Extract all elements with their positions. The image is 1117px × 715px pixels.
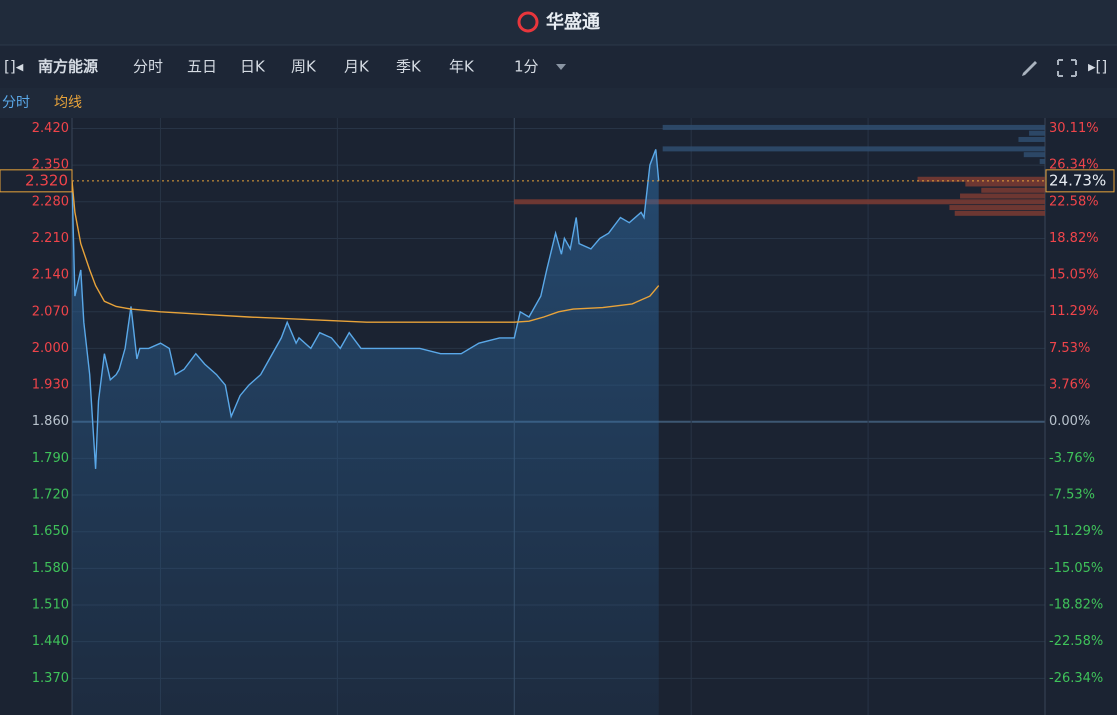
series-line [71,149,660,469]
logo-icon [517,11,539,33]
y-tick-label: 2.000 [32,341,69,356]
price-area [72,149,659,715]
collapse-right[interactable]: ▸[] [1088,58,1107,76]
volume-bar [917,176,1045,182]
dropdown-arrow [556,64,566,70]
volume-bar [949,205,1045,211]
tab[interactable]: 五日 [187,58,217,76]
stock-name[interactable]: 南方能源 [38,58,98,76]
y-tick-label: 1.860 [32,414,69,429]
tab[interactable]: 周K [291,58,317,76]
y-tick-label: 1.720 [32,488,69,503]
logo-title: 华盛通 [546,11,600,33]
y-tick-label: 1.440 [32,634,69,649]
last-change-box [1045,169,1115,193]
volume-bar [1018,136,1045,142]
y2-tick-label: -15.05% [1049,561,1103,576]
volume-bar [954,210,1045,216]
y-tick-label: 1.580 [32,561,69,576]
y-tick-label: 2.350 [32,158,69,173]
y2-tick-label: -18.82% [1049,598,1103,613]
y-tick-label: 2.420 [32,121,69,136]
volume-bar [662,124,1045,130]
draw-icon[interactable] [1022,61,1037,76]
tab[interactable]: 年K [449,58,475,76]
fullscreen-icon[interactable] [1057,59,1077,77]
y2-tick-label: -11.29% [1049,524,1103,539]
y2-tick-label: -7.53% [1049,488,1095,503]
last-price-label: 2.320 [25,171,68,189]
y-tick-label: 1.370 [32,671,69,686]
volume-bar [1029,130,1045,136]
volume-bar [981,187,1045,193]
y-tick-label: 2.210 [32,231,69,246]
last-change-label: 24.73% [1049,171,1106,189]
y2-tick-label: -22.58% [1049,634,1103,649]
y2-tick-label: 7.53% [1049,341,1090,356]
y-tick-label: 1.930 [32,378,69,393]
header-bar [0,0,1117,45]
tab[interactable]: 季K [396,58,422,76]
y-tick-label: 1.650 [32,524,69,539]
volume-bar [1039,158,1045,164]
last-price-box [0,169,73,193]
y-tick-label: 2.070 [32,304,69,319]
y2-tick-label: 18.82% [1049,231,1099,246]
volume-bar [514,199,1045,205]
legend-entry: 均线 [54,95,82,111]
y2-tick-label: -3.76% [1049,451,1095,466]
tab[interactable]: 日K [240,58,266,76]
y2-tick-label: 30.11% [1049,121,1099,136]
y2-tick-label: -26.34% [1049,671,1103,686]
volume-bar [965,181,1045,187]
y-tick-label: 2.280 [32,194,69,209]
y2-tick-label: 26.34% [1049,158,1099,173]
volume-bar [1023,152,1045,158]
legend-row [0,88,1117,118]
y2-tick-label: 0.00% [1049,414,1090,429]
collapse-left[interactable]: []◂ [4,58,24,76]
y2-tick-label: 22.58% [1049,194,1099,209]
tab[interactable]: 分时 [133,58,163,76]
series-line [71,180,660,323]
y-tick-label: 1.790 [32,451,69,466]
y2-tick-label: 3.76% [1049,378,1090,393]
y-tick-label: 1.510 [32,598,69,613]
y2-tick-label: 11.29% [1049,304,1099,319]
interval-select[interactable]: 1分 [514,58,539,76]
volume-bar [960,193,1045,199]
y-tick-label: 2.140 [32,268,69,283]
tab[interactable]: 月K [344,58,370,76]
y2-tick-label: 15.05% [1049,268,1099,283]
legend-entry: 分时 [2,95,30,111]
volume-bar [662,146,1045,152]
